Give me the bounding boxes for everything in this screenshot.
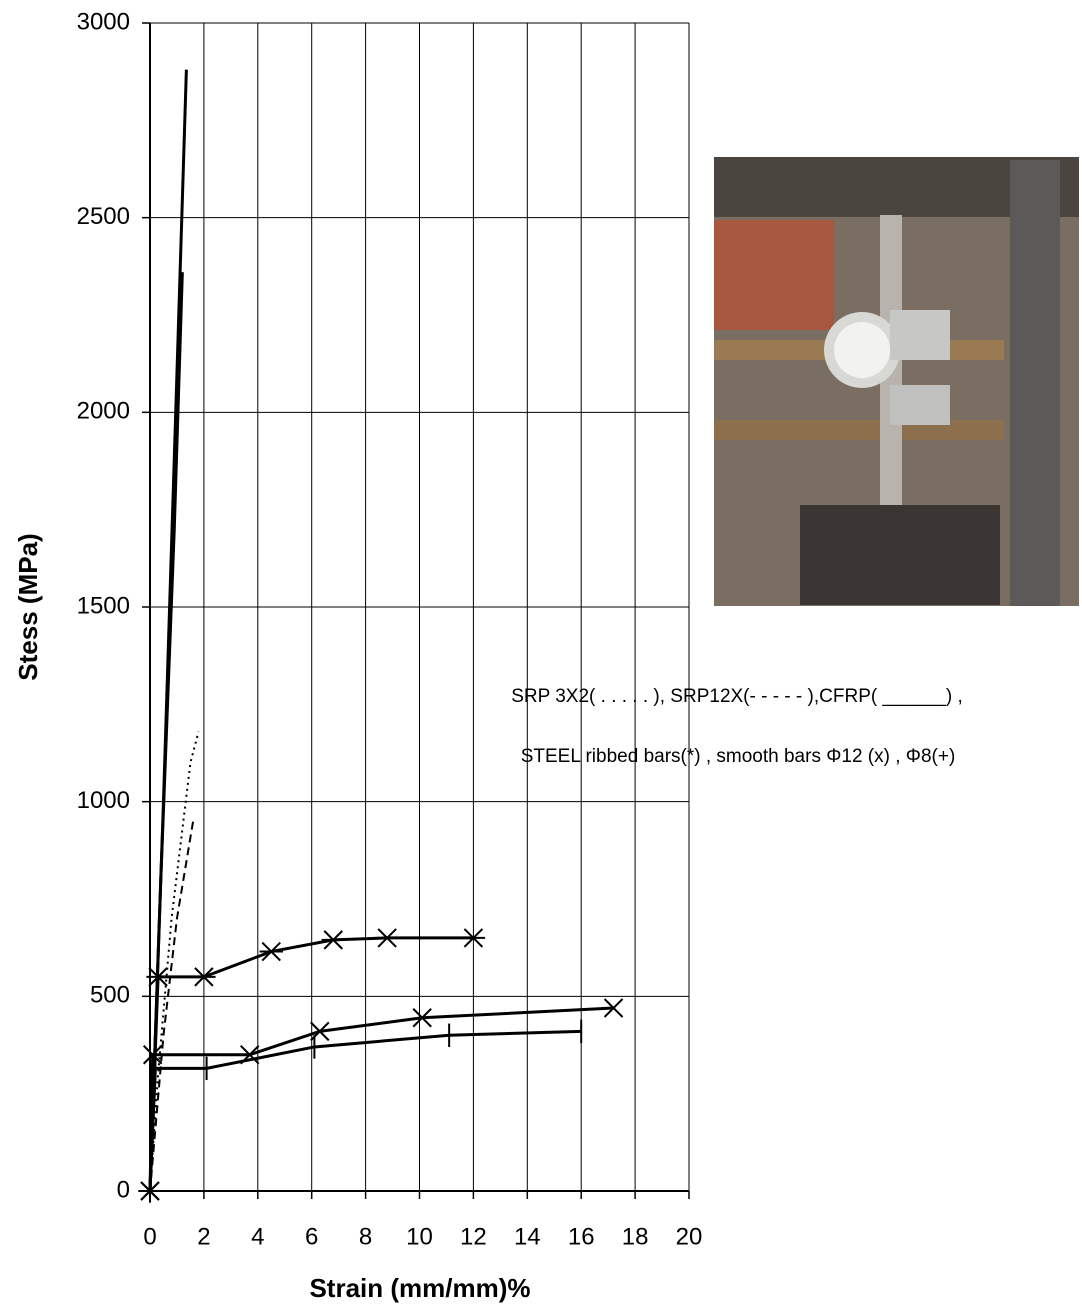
x-tick-label: 20 <box>676 1223 703 1250</box>
y-tick-label: 2500 <box>77 203 130 230</box>
x-tick-label: 16 <box>568 1223 595 1250</box>
marker <box>322 931 345 949</box>
series-line <box>150 1008 614 1191</box>
x-tick-label: 8 <box>359 1223 372 1250</box>
y-tick-label: 1500 <box>77 592 130 619</box>
y-tick-label: 2000 <box>77 398 130 425</box>
x-tick-label: 12 <box>460 1223 487 1250</box>
marker <box>375 929 398 947</box>
y-tick-label: 3000 <box>77 8 130 35</box>
x-tick-label: 4 <box>251 1223 264 1250</box>
x-tick-label: 18 <box>622 1223 649 1250</box>
x-tick-label: 0 <box>143 1223 156 1250</box>
chart: 0 500 1000 1500 2000 2500 3000 0 2 4 6 8 10 12 14 16 18 2… <box>0 0 1082 1311</box>
marker <box>260 943 283 961</box>
page: 0 500 1000 1500 2000 2500 3000 0 2 4 6 8 10 12 14 16 18 2… <box>0 0 1082 1316</box>
x-axis-title: Strain (mm/mm)% <box>309 1273 530 1303</box>
legend-text: STEEL ribbed bars(*) , smooth bars Φ12 (… <box>521 746 956 767</box>
photo <box>714 157 1079 606</box>
legend-text: SRP 3X2( . . . . . ), SRP12X(- - - - - )… <box>511 686 963 707</box>
x-tick-label: 10 <box>406 1223 433 1250</box>
x-tick-label: 14 <box>514 1223 541 1250</box>
y-tick-label: 500 <box>90 982 130 1009</box>
x-tick-label: 6 <box>305 1223 318 1250</box>
plot-area: 0 500 1000 1500 2000 2500 3000 0 2 4 6 8 10 12 14 16 18 2… <box>77 8 703 1250</box>
y-axis-title: Stess (MPa) <box>13 533 43 680</box>
x-tick-label: 2 <box>197 1223 210 1250</box>
y-tick-label: 0 <box>117 1176 130 1203</box>
y-tick-label: 1000 <box>77 787 130 814</box>
